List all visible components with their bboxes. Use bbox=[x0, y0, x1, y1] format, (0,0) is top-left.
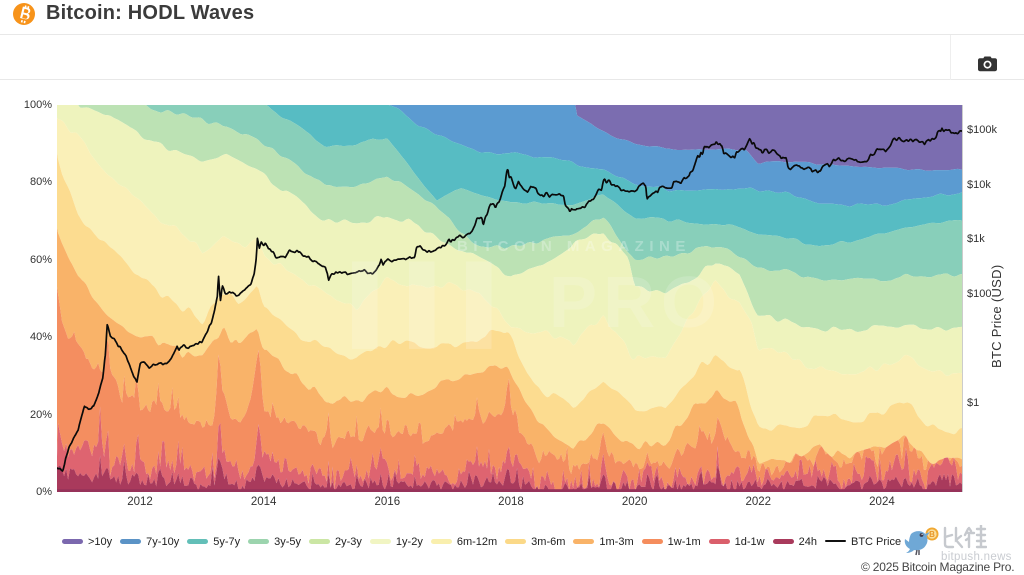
svg-text:B: B bbox=[929, 530, 935, 539]
